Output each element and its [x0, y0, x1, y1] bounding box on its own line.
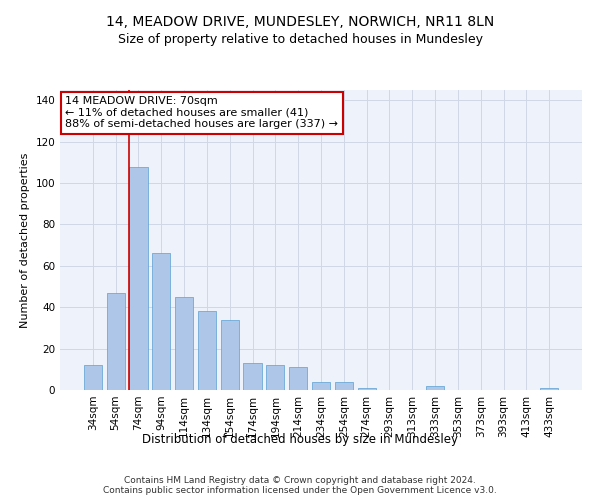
Bar [107, 293, 125, 390]
Text: Contains HM Land Registry data © Crown copyright and database right 2024.
Contai: Contains HM Land Registry data © Crown c… [103, 476, 497, 495]
Bar [540, 388, 558, 390]
Bar [289, 367, 307, 390]
Bar [426, 386, 444, 390]
Bar [312, 382, 330, 390]
Bar [335, 382, 353, 390]
Text: 14 MEADOW DRIVE: 70sqm
← 11% of detached houses are smaller (41)
88% of semi-det: 14 MEADOW DRIVE: 70sqm ← 11% of detached… [65, 96, 338, 129]
Text: 14, MEADOW DRIVE, MUNDESLEY, NORWICH, NR11 8LN: 14, MEADOW DRIVE, MUNDESLEY, NORWICH, NR… [106, 15, 494, 29]
Text: Distribution of detached houses by size in Mundesley: Distribution of detached houses by size … [142, 432, 458, 446]
Bar [152, 254, 170, 390]
Bar [244, 363, 262, 390]
Text: Size of property relative to detached houses in Mundesley: Size of property relative to detached ho… [118, 32, 482, 46]
Bar [221, 320, 239, 390]
Y-axis label: Number of detached properties: Number of detached properties [20, 152, 30, 328]
Bar [175, 297, 193, 390]
Bar [198, 312, 216, 390]
Bar [358, 388, 376, 390]
Bar [130, 166, 148, 390]
Bar [266, 365, 284, 390]
Bar [84, 365, 102, 390]
